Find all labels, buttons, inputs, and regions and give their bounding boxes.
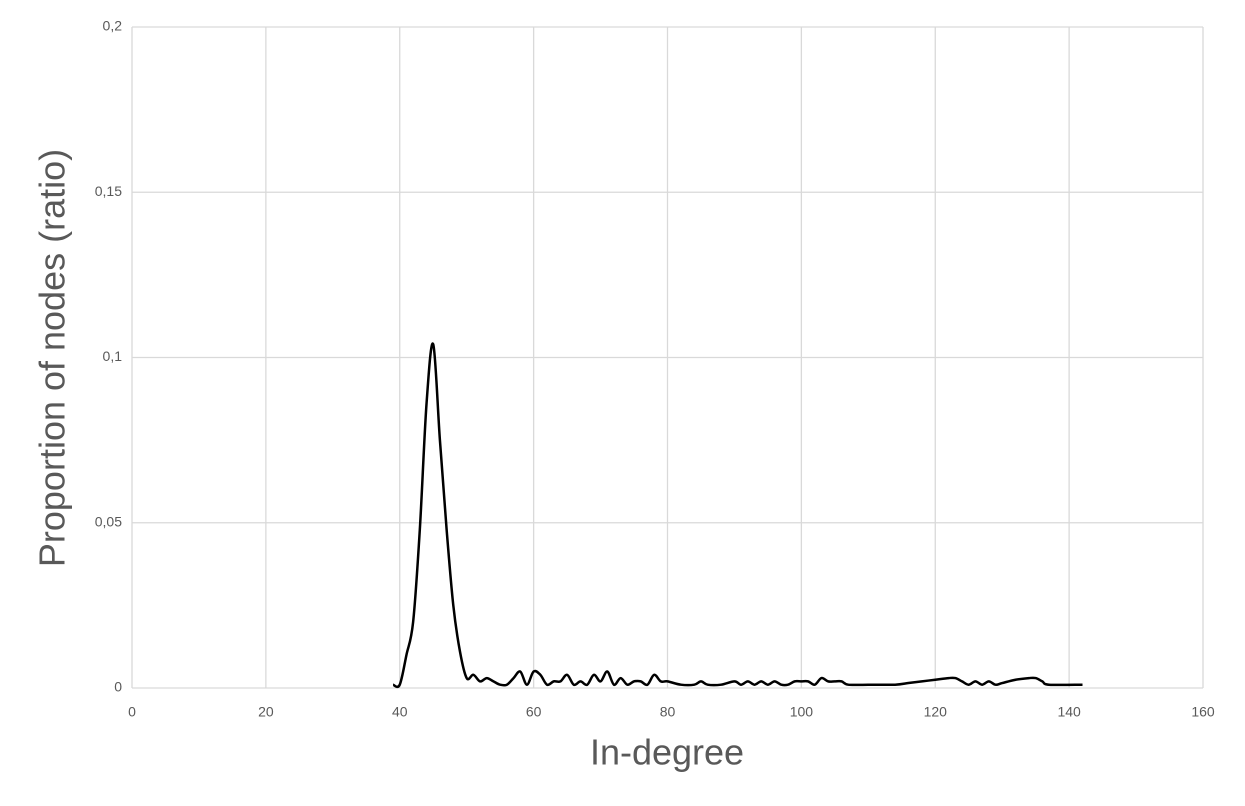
x-tick-label: 140	[1057, 704, 1081, 720]
y-tick-label: 0,05	[95, 513, 122, 529]
x-tick-label: 160	[1191, 704, 1215, 720]
x-tick-label: 40	[392, 704, 408, 720]
x-tick-label: 100	[790, 704, 814, 720]
x-tick-label: 0	[128, 704, 136, 720]
y-tick-label: 0,2	[103, 18, 123, 34]
y-tick-label: 0	[114, 679, 122, 695]
x-tick-label: 120	[924, 704, 948, 720]
y-tick-label: 0,1	[103, 348, 123, 364]
x-tick-label: 60	[526, 704, 542, 720]
y-tick-label: 0,15	[95, 183, 122, 199]
x-tick-label: 80	[660, 704, 676, 720]
x-tick-label: 20	[258, 704, 274, 720]
data-line	[392, 342, 1083, 689]
y-axis-title: Proportion of nodes (ratio)	[32, 149, 73, 567]
x-axis-title: In-degree	[590, 732, 744, 773]
